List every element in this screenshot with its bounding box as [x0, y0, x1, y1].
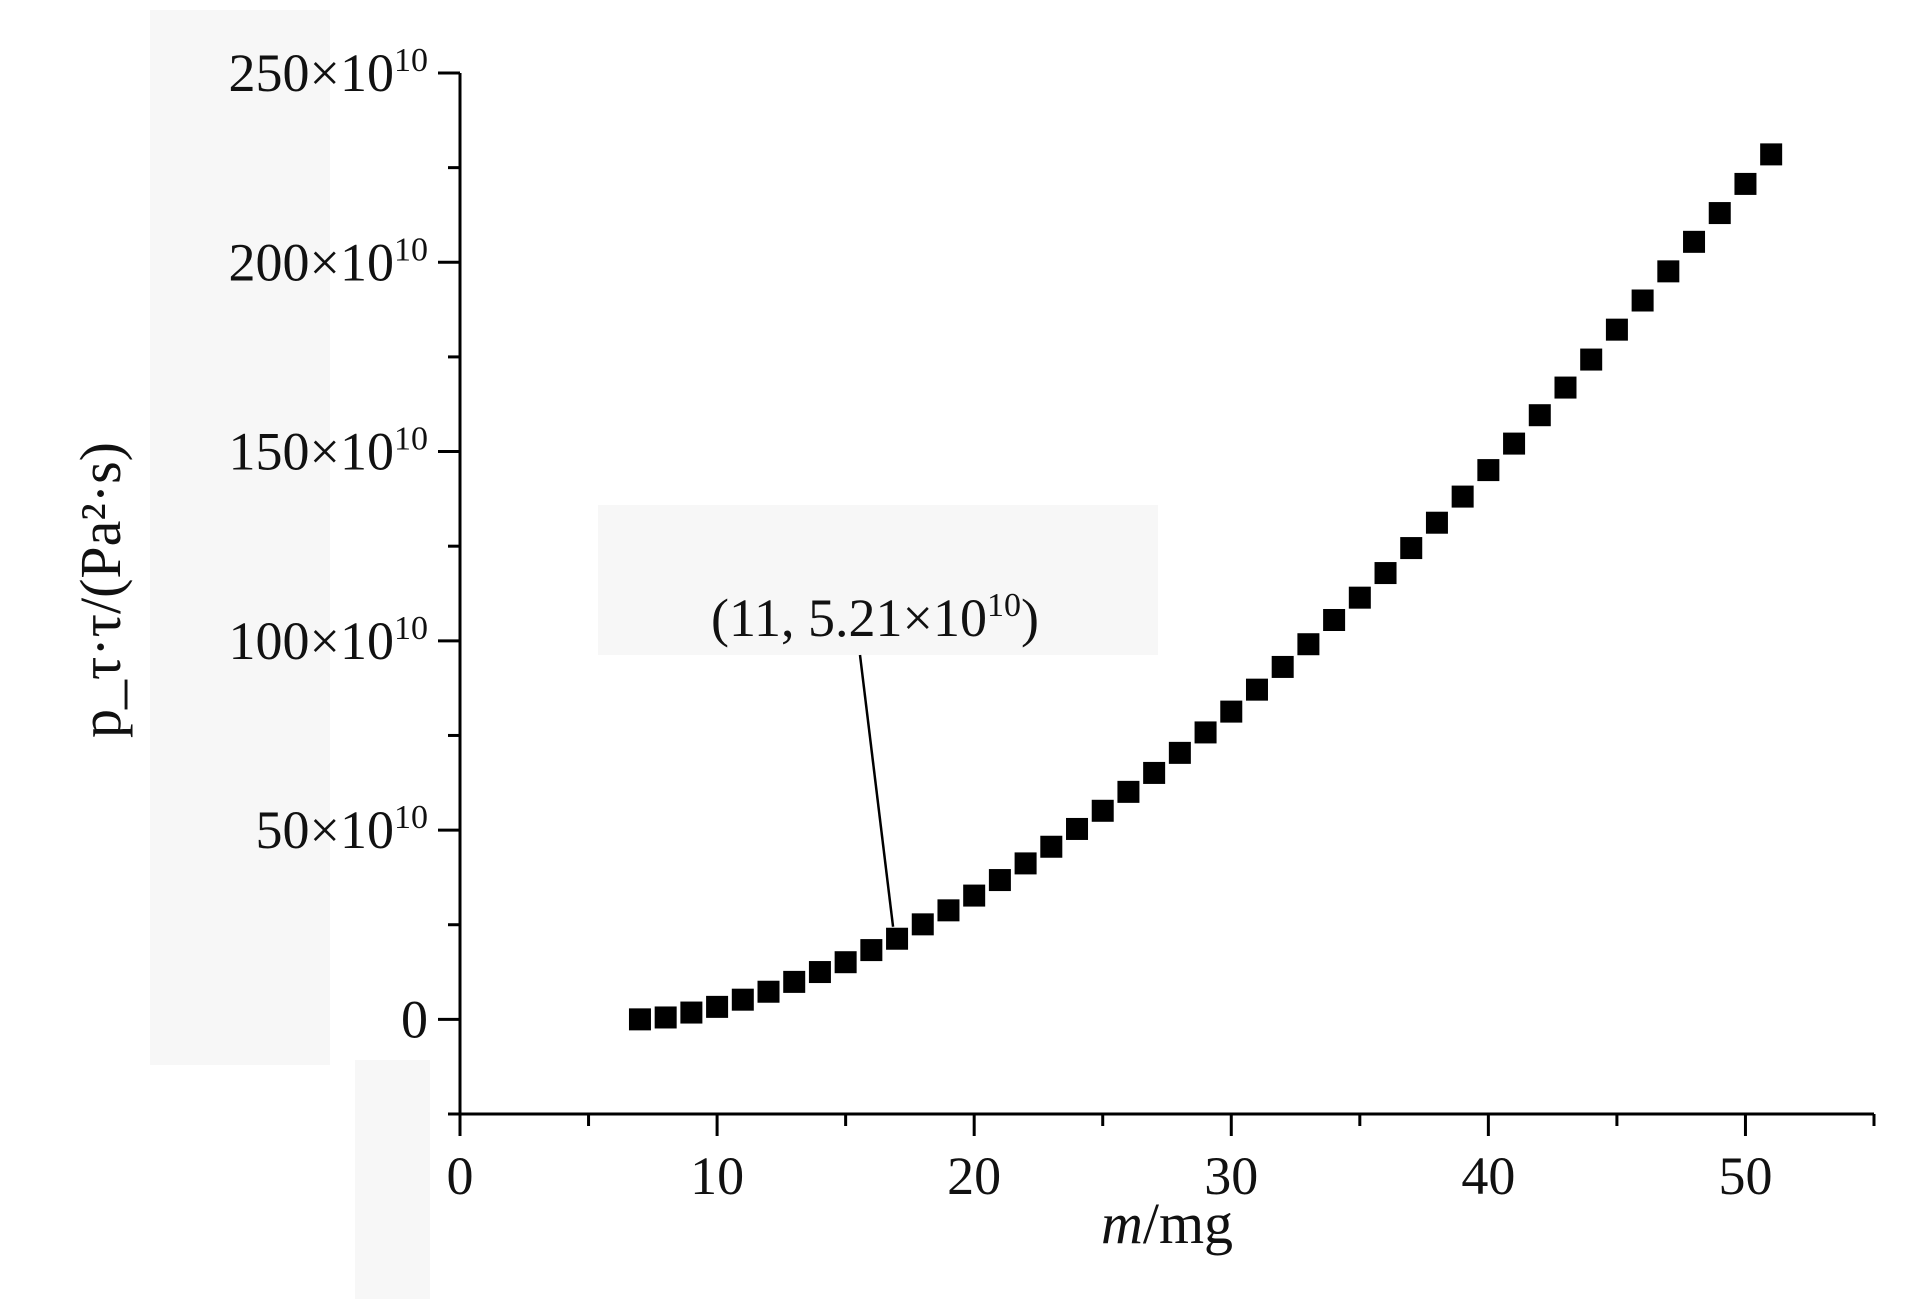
- data-point: [1245, 678, 1268, 701]
- y-tick-label: 150×1010: [229, 421, 428, 482]
- x-tick-label: 40: [1461, 1146, 1515, 1206]
- data-point: [937, 899, 960, 922]
- x-tick-label: 50: [1718, 1146, 1772, 1206]
- axes: [458, 73, 1874, 1116]
- data-point: [1091, 799, 1114, 822]
- x-tick-label: 20: [947, 1146, 1001, 1206]
- data-point: [1554, 376, 1577, 399]
- data-point: [783, 970, 806, 993]
- data-point: [1117, 780, 1140, 803]
- data-point: [1631, 289, 1654, 312]
- data-point: [963, 884, 986, 907]
- data-point: [1657, 260, 1680, 283]
- data-point: [1734, 172, 1757, 195]
- data-point: [808, 961, 831, 984]
- data-point: [1477, 459, 1500, 482]
- data-point: [1066, 817, 1089, 840]
- data-point: [988, 869, 1011, 892]
- data-point: [1760, 143, 1783, 166]
- data-point: [706, 995, 729, 1018]
- data-point: [911, 913, 934, 936]
- x-axis-tick-labels: 0 10 20 30 40 50: [447, 1146, 1773, 1206]
- y-tick-label: 200×1010: [229, 231, 428, 292]
- data-point: [1271, 655, 1294, 678]
- data-point: [1168, 741, 1191, 764]
- background-shade-left-lower: [355, 1060, 430, 1299]
- data-point: [1014, 852, 1037, 875]
- data-point: [1400, 537, 1423, 560]
- data-point: [757, 980, 780, 1003]
- data-point: [1297, 633, 1320, 656]
- data-markers: [628, 143, 1783, 1031]
- x-tick-label: 30: [1204, 1146, 1258, 1206]
- background-shade-annotation: [598, 505, 1158, 655]
- data-point: [1323, 608, 1346, 631]
- y-tick-label: 100×1010: [229, 610, 428, 671]
- data-point: [1143, 761, 1166, 784]
- data-point: [628, 1008, 651, 1031]
- x-tick-label: 0: [447, 1146, 474, 1206]
- data-point: [1580, 348, 1603, 371]
- y-tick-label: 250×1010: [229, 42, 428, 103]
- data-point: [1348, 586, 1371, 609]
- y-axis-ticks: [438, 71, 460, 1116]
- annotation-leader-line: [858, 654, 895, 927]
- data-point: [680, 1001, 703, 1024]
- data-point: [1528, 404, 1551, 427]
- data-point: [1194, 721, 1217, 744]
- data-point: [1040, 835, 1063, 858]
- x-tick-label: 10: [690, 1146, 744, 1206]
- data-point: [860, 939, 883, 962]
- data-point: [1220, 700, 1243, 723]
- data-point: [1374, 562, 1397, 585]
- y-axis-tick-labels: 0 50×1010 100×1010 150×1010 200×1010 250×1010: [229, 42, 428, 1049]
- data-point: [1605, 318, 1628, 341]
- data-point: [1503, 432, 1526, 455]
- data-point: [654, 1006, 677, 1029]
- background-shade-left: [150, 10, 330, 1065]
- x-axis-title: m/mg: [1101, 1191, 1233, 1256]
- y-tick-label: 50×1010: [256, 799, 428, 860]
- data-point: [731, 988, 754, 1011]
- data-point: [1708, 202, 1731, 225]
- y-axis-title: p_τ·τ/(Pa²·s): [68, 442, 133, 738]
- data-point: [1683, 230, 1706, 253]
- data-point: [1425, 511, 1448, 534]
- annotation-label: (11, 5.21×1010): [711, 587, 1039, 648]
- data-point: [834, 951, 857, 974]
- data-point: [1451, 485, 1474, 508]
- y-tick-label: 0: [401, 989, 428, 1049]
- x-axis-ticks: [458, 1114, 1876, 1136]
- data-point: [886, 927, 909, 950]
